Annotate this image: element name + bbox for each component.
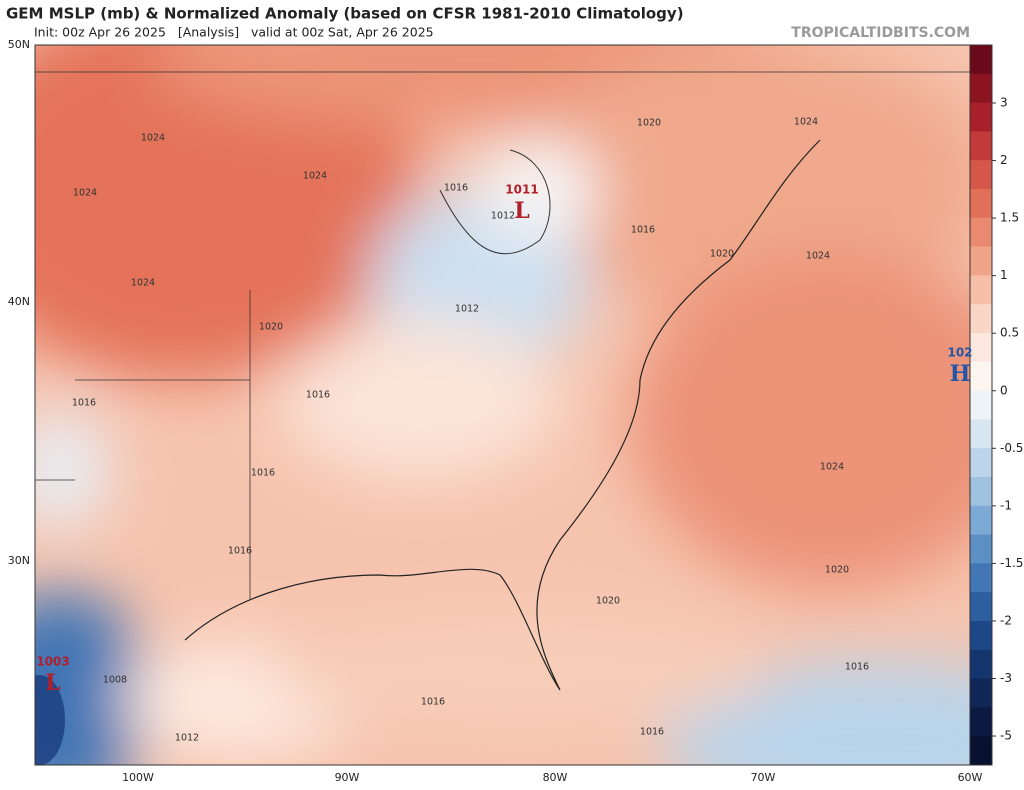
colorbar-band [970,419,992,449]
colorbar-band [970,73,992,104]
colorbar-tick-label: 3 [1000,96,1008,110]
lat-label: 50N [8,38,30,51]
colorbar-band [970,131,992,161]
lat-label: 30N [8,554,30,567]
colorbar-band [970,246,992,276]
contour-label: 1024 [794,117,818,128]
colorbar-band [970,505,992,536]
contour-label: 1020 [825,565,849,576]
colorbar-tick-label: -1.5 [1000,556,1023,570]
lon-label: 70W [751,771,776,784]
colorbar-tick-label: -5 [1000,729,1012,743]
lon-label: 100W [122,771,154,784]
colorbar-band [970,102,992,132]
contour-label: 1016 [421,697,445,708]
pressure-symbol: L [45,670,60,696]
contour-label: 1012 [491,211,515,222]
colorbar-tick-label: 1 [1000,268,1008,282]
contour-label: 1016 [306,390,330,401]
contour-label: 1012 [455,304,479,315]
pressure-value: 102 [947,346,972,360]
colorbar-band [970,361,992,392]
contour-label: 1024 [820,462,844,473]
contour-label: 1016 [72,398,96,409]
pressure-symbol: L [514,198,529,224]
colorbar-tick-label: 2 [1000,153,1008,167]
colorbar-band [970,477,992,507]
colorbar-tick-label: -0.5 [1000,441,1023,455]
pressure-symbol: H [950,361,971,387]
credit: TROPICALTIDBITS.COM [791,25,970,41]
contour-label: 1016 [640,727,664,738]
colorbar-band [970,678,992,708]
colorbar-tick-label: -2 [1000,613,1012,627]
lon-label: 80W [543,771,568,784]
colorbar-band [970,304,992,334]
colorbar-band [970,707,992,737]
lat-label: 40N [8,295,30,308]
subtitle: Init: 00z Apr 26 2025 [Analysis] valid a… [34,25,434,40]
contour-label: 1020 [259,322,283,333]
contour-label: 1016 [251,468,275,479]
colorbar-tick-label: 0.5 [1000,326,1019,340]
colorbar-band [970,448,992,478]
colorbar-band [970,621,992,651]
title: GEM MSLP (mb) & Normalized Anomaly (base… [6,5,684,23]
colorbar-band [970,333,992,363]
contour-label: 1016 [631,225,655,236]
contour-label: 1016 [845,662,869,673]
lon-label: 60W [958,771,983,784]
contour-label: 1024 [73,188,97,199]
colorbar-band [970,592,992,622]
pressure-value: 1011 [505,183,538,197]
lon-label: 90W [335,771,360,784]
colorbar-band [970,563,992,593]
contour-label: 1020 [710,249,734,260]
colorbar: 3 2 1.5 1 0.5 0 -0.5 -1 -1.5 -2 -3 -5 [969,44,1023,766]
contour-label: 1024 [303,171,327,182]
colorbar-tick-label: -3 [1000,671,1012,685]
colorbar-band [970,275,992,305]
colorbar-band [970,649,992,680]
contour-label: 1020 [637,118,661,129]
contour-label: 1012 [175,733,199,744]
contour-label: 1020 [596,596,620,607]
colorbar-band [970,45,992,75]
colorbar-band [970,217,992,248]
contour-label: 1024 [131,278,155,289]
colorbar-band [970,736,992,766]
colorbar-band [970,390,992,420]
contour-label: 1016 [228,546,252,557]
contour-label: 1008 [103,675,127,686]
contour-label: 1016 [444,183,468,194]
contour-label: 1024 [806,251,830,262]
colorbar-tick-label: -1 [1000,498,1012,512]
colorbar-frame [969,44,993,766]
colorbar-band [970,189,992,219]
colorbar-tick-label: 0 [1000,383,1008,397]
colorbar-band [970,534,992,564]
contour-label: 1024 [141,133,165,144]
colorbar-tick-label: 1.5 [1000,211,1019,225]
pressure-value: 1003 [36,655,69,669]
colorbar-band [970,160,992,190]
